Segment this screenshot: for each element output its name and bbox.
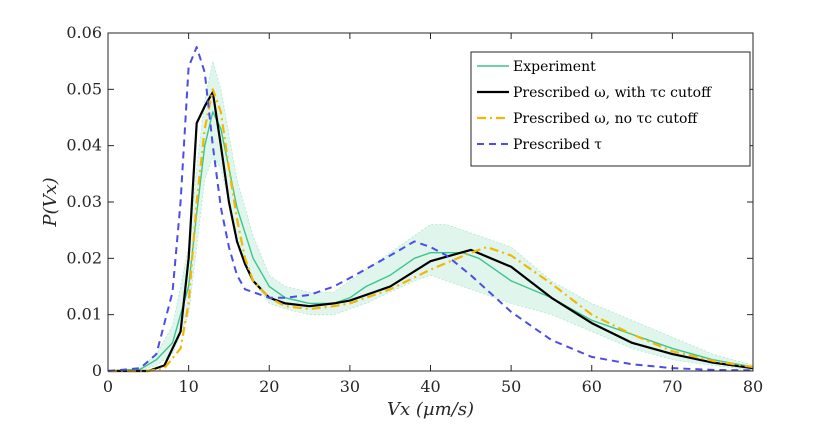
y-tick-label: 0.05 xyxy=(66,79,102,98)
series-line-1 xyxy=(108,91,754,373)
y-tick-label: 0.01 xyxy=(66,305,102,324)
x-tick-label: 20 xyxy=(259,377,279,396)
y-axis-label: P(Vx) xyxy=(40,177,61,227)
legend-box xyxy=(470,51,751,167)
x-tick-label: 30 xyxy=(340,377,360,396)
legend-entry: Experiment xyxy=(513,59,596,75)
x-tick-label: 40 xyxy=(420,377,440,396)
x-tick-label: 0 xyxy=(103,377,113,396)
axes: 0 10 20 30 40 50 60 70 80 0 0.01 0.02 0.03 0.04 0.05 0.… xyxy=(40,23,763,420)
x-tick-label: 60 xyxy=(582,377,602,396)
x-axis-label: Vx (µm/s) xyxy=(387,399,474,420)
legend-entry: Prescribed ω, no τc cutoff xyxy=(513,111,698,127)
y-tick-label: 0.06 xyxy=(66,23,102,42)
y-tick-label: 0.04 xyxy=(66,136,102,155)
legend: Experiment Prescribed ω, with τc cutoff Pr… xyxy=(470,51,751,167)
x-tick-label: 70 xyxy=(662,377,682,396)
series-line-2 xyxy=(108,88,754,373)
x-tick-label: 50 xyxy=(501,377,521,396)
legend-entry: Prescribed ω, with τc cutoff xyxy=(513,85,712,101)
x-tick-label: 10 xyxy=(178,377,198,396)
y-tick-label: 0.02 xyxy=(66,248,102,267)
x-tick-label: 80 xyxy=(743,377,763,396)
y-tick-label: 0 xyxy=(92,361,102,380)
y-tick-label: 0.03 xyxy=(66,192,102,211)
legend-entry: Prescribed τ xyxy=(513,137,602,153)
series-line-0 xyxy=(107,111,754,372)
